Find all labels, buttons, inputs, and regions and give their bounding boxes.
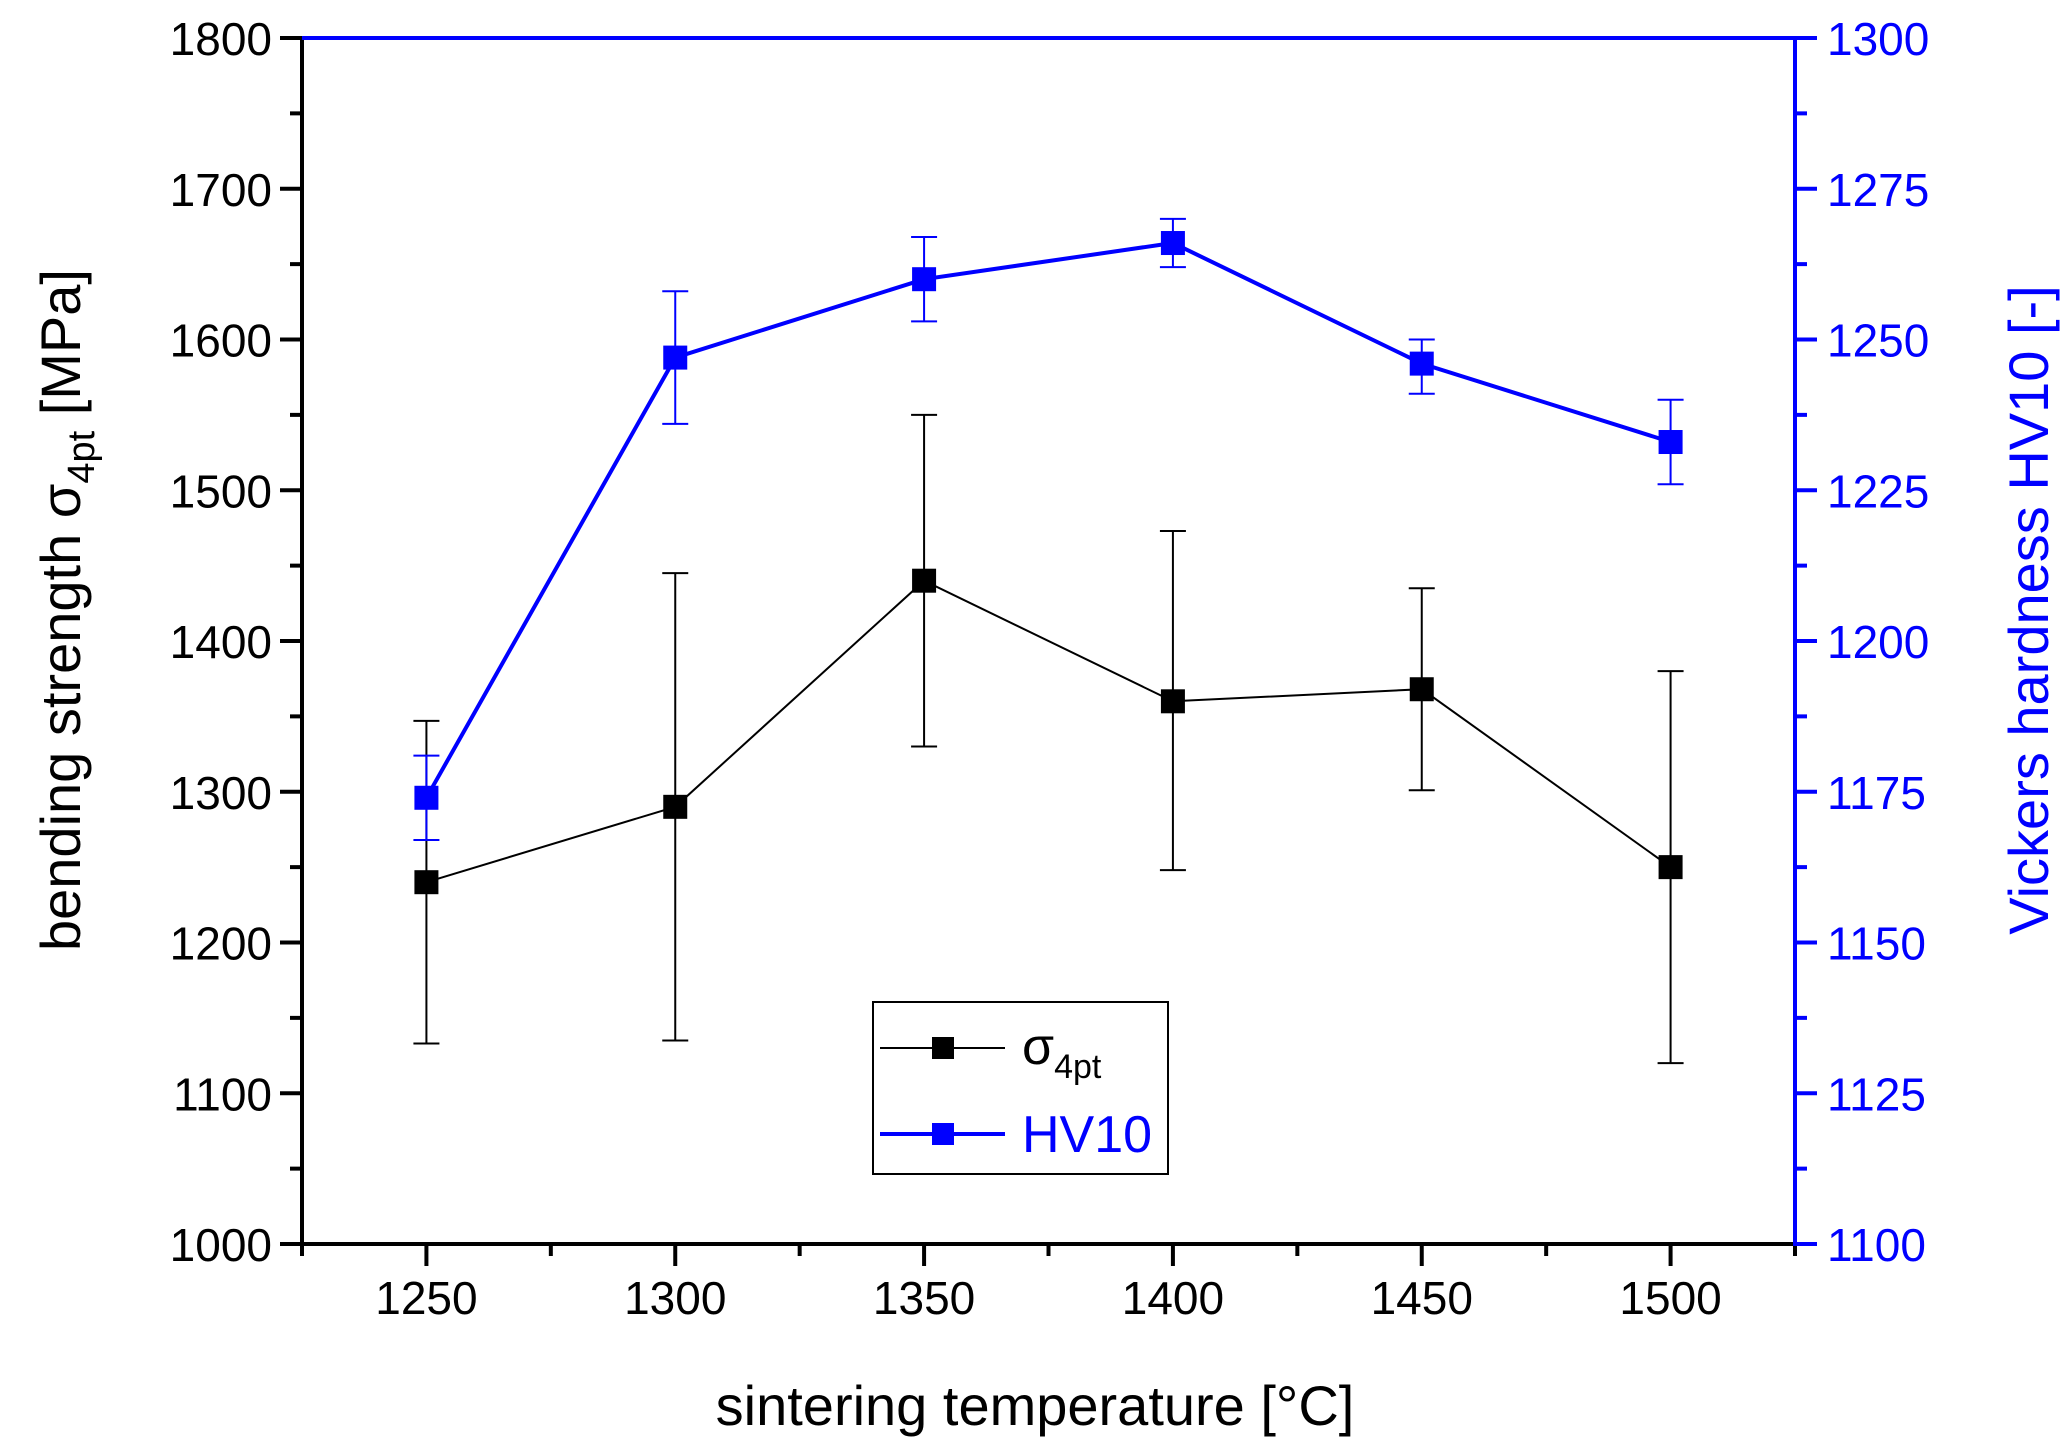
right-axis-tick-label: 1300	[1827, 13, 1929, 65]
left-axis-title: bending strength σ4pt [MPa]	[29, 269, 103, 951]
data-point-s4pt	[1409, 677, 1434, 702]
left-axis-tick-label: 1600	[170, 315, 272, 367]
legend-entry-hv10: HV10	[880, 1106, 1152, 1164]
left-axis-title-tail: [MPa]	[29, 269, 92, 431]
right-axis-tick-label: 1225	[1827, 465, 1929, 517]
chart-series-layer	[413, 217, 1684, 1065]
series-s4pt	[413, 413, 1684, 1065]
x-axis-tick-label: 1300	[624, 1272, 726, 1324]
left-axis-tick-label: 1000	[170, 1219, 272, 1271]
right-axis-tick-label: 1250	[1827, 315, 1929, 367]
x-axis-tick-label: 1250	[375, 1272, 477, 1324]
right-axis-tick-label: 1275	[1827, 164, 1929, 216]
right-axis-title: Vickers hardness HV10 [-]	[1997, 285, 2060, 934]
right-axis-tick-label: 1200	[1827, 616, 1929, 668]
left-axis-title-sub: 4pt	[61, 430, 103, 483]
legend-label-s4pt-main: σ	[1022, 1018, 1054, 1076]
data-point-s4pt	[1658, 855, 1683, 880]
data-point-hv10	[1658, 430, 1683, 455]
x-axis-tick-label: 1500	[1619, 1272, 1721, 1324]
left-axis-tick-label: 1100	[173, 1068, 272, 1120]
right-axis-tick-label: 1125	[1827, 1068, 1926, 1120]
data-point-hv10	[1409, 351, 1434, 376]
left-axis-tick-label: 1500	[170, 465, 272, 517]
data-point-hv10	[912, 267, 937, 292]
legend-label-s4pt-sub: 4pt	[1054, 1048, 1102, 1086]
legend-label-hv10: HV10	[1022, 1106, 1152, 1164]
data-point-hv10	[663, 345, 688, 370]
chart-axes-layer: 1000 1100 1200 1300 1400 1500 1600 1700 1800 1100…	[170, 13, 1930, 1324]
series-hv10	[413, 217, 1684, 841]
x-axis-tick-label: 1400	[1122, 1272, 1224, 1324]
data-point-hv10	[1160, 231, 1185, 256]
data-point-s4pt	[414, 870, 439, 895]
data-point-s4pt	[1160, 689, 1185, 714]
right-axis-tick-label: 1100	[1827, 1219, 1926, 1271]
data-point-s4pt	[912, 568, 937, 593]
left-axis-tick-label: 1700	[170, 164, 272, 216]
data-point-s4pt	[663, 794, 688, 819]
left-axis-tick-label: 1800	[170, 13, 272, 65]
legend-box	[872, 1001, 1169, 1175]
left-axis-tick-label: 1200	[170, 918, 272, 970]
right-axis-tick-label: 1150	[1827, 918, 1926, 970]
series-line-s4pt	[426, 579, 1672, 884]
right-axis-tick-label: 1175	[1827, 767, 1926, 819]
legend: σ4pt HV10	[872, 1001, 1169, 1175]
legend-entry-s4pt: σ4pt	[880, 1018, 1102, 1086]
left-axis-tick-label: 1400	[170, 616, 272, 668]
series-line-hv10	[424, 240, 1672, 799]
legend-marker-s4pt	[932, 1037, 954, 1059]
legend-marker-hv10	[932, 1123, 954, 1145]
left-axis-tick-label: 1300	[170, 767, 272, 819]
legend-label-s4pt: σ4pt	[1022, 1018, 1102, 1086]
x-axis-tick-label: 1450	[1371, 1272, 1473, 1324]
data-point-hv10	[414, 785, 439, 810]
x-axis-title: sintering temperature [°C]	[716, 1374, 1355, 1437]
left-axis-title-main: bending strength σ	[29, 484, 92, 951]
x-axis-tick-label: 1350	[873, 1272, 975, 1324]
